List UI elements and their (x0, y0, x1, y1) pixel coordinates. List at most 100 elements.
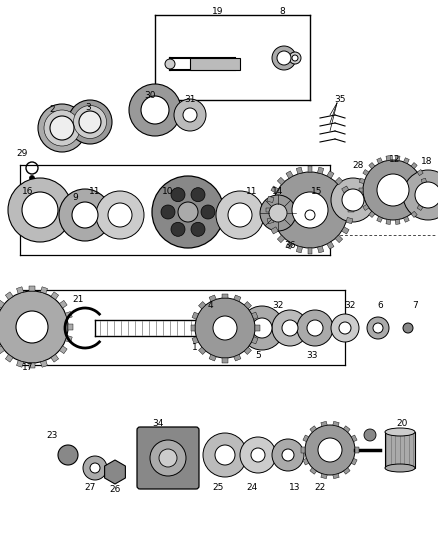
Circle shape (191, 188, 205, 201)
Polygon shape (251, 337, 258, 344)
Polygon shape (411, 211, 417, 217)
Polygon shape (310, 468, 317, 474)
Polygon shape (377, 158, 382, 164)
Polygon shape (318, 167, 324, 174)
Text: 22: 22 (314, 483, 325, 492)
Polygon shape (29, 286, 35, 291)
Ellipse shape (385, 428, 415, 436)
Polygon shape (343, 468, 350, 474)
Polygon shape (403, 216, 409, 222)
Polygon shape (198, 302, 206, 309)
Polygon shape (411, 163, 417, 169)
Circle shape (79, 111, 101, 133)
Text: 3: 3 (85, 103, 91, 112)
Polygon shape (307, 248, 312, 254)
Circle shape (364, 429, 376, 441)
Polygon shape (318, 246, 324, 253)
Circle shape (129, 84, 181, 136)
Circle shape (59, 189, 111, 241)
Polygon shape (29, 363, 35, 368)
Polygon shape (271, 227, 278, 234)
Polygon shape (17, 360, 24, 367)
Text: 32: 32 (344, 301, 356, 310)
Text: 23: 23 (46, 431, 58, 440)
Circle shape (269, 204, 287, 222)
Circle shape (289, 52, 301, 64)
Bar (190, 58, 240, 70)
Text: 5: 5 (255, 351, 261, 359)
Circle shape (367, 317, 389, 339)
Circle shape (108, 203, 132, 227)
Polygon shape (386, 220, 391, 224)
Polygon shape (423, 188, 427, 192)
Circle shape (171, 188, 185, 201)
Polygon shape (335, 177, 343, 185)
Polygon shape (286, 241, 293, 249)
Text: 11: 11 (246, 188, 258, 197)
Circle shape (282, 320, 298, 336)
Circle shape (22, 192, 58, 228)
Polygon shape (335, 235, 343, 243)
Polygon shape (363, 169, 369, 175)
Text: 1: 1 (192, 343, 198, 352)
Polygon shape (359, 196, 365, 202)
Polygon shape (209, 354, 216, 361)
Text: 15: 15 (311, 188, 323, 197)
Polygon shape (267, 196, 274, 203)
Circle shape (216, 191, 264, 239)
FancyBboxPatch shape (137, 427, 199, 489)
Text: 24: 24 (246, 483, 258, 492)
Polygon shape (417, 205, 423, 211)
Circle shape (29, 175, 35, 181)
Circle shape (83, 456, 107, 480)
Text: 31: 31 (184, 95, 196, 104)
Polygon shape (355, 447, 359, 453)
Polygon shape (346, 217, 353, 224)
Text: 20: 20 (396, 418, 408, 427)
Circle shape (44, 110, 80, 146)
Text: 34: 34 (152, 418, 164, 427)
Circle shape (318, 438, 342, 462)
Polygon shape (351, 435, 357, 442)
Bar (385, 432, 415, 468)
Polygon shape (343, 426, 350, 432)
Circle shape (228, 203, 252, 227)
Polygon shape (377, 216, 382, 222)
Polygon shape (51, 292, 59, 300)
Polygon shape (222, 294, 228, 298)
Polygon shape (301, 447, 305, 453)
Polygon shape (251, 312, 258, 319)
Circle shape (150, 440, 186, 476)
Polygon shape (60, 301, 67, 308)
Polygon shape (342, 227, 349, 234)
Polygon shape (244, 347, 251, 354)
Polygon shape (417, 169, 423, 175)
Polygon shape (40, 360, 47, 367)
Polygon shape (191, 325, 195, 331)
Text: 2: 2 (49, 106, 55, 115)
Circle shape (203, 433, 247, 477)
Circle shape (403, 170, 438, 220)
Polygon shape (266, 207, 272, 213)
Circle shape (240, 437, 276, 473)
Circle shape (305, 210, 315, 220)
Circle shape (298, 203, 322, 227)
Polygon shape (327, 171, 334, 179)
Circle shape (195, 298, 255, 358)
Polygon shape (303, 458, 309, 465)
Circle shape (171, 222, 185, 236)
Polygon shape (51, 354, 59, 362)
Circle shape (282, 449, 294, 461)
Text: 7: 7 (412, 301, 418, 310)
Circle shape (331, 314, 359, 342)
Text: 18: 18 (421, 157, 433, 166)
Polygon shape (346, 196, 353, 203)
Polygon shape (321, 422, 327, 426)
Polygon shape (333, 422, 339, 426)
Circle shape (277, 51, 291, 65)
Circle shape (38, 104, 86, 152)
Circle shape (403, 323, 413, 333)
Text: 6: 6 (377, 301, 383, 310)
Text: 12: 12 (389, 156, 401, 165)
Polygon shape (342, 186, 349, 193)
